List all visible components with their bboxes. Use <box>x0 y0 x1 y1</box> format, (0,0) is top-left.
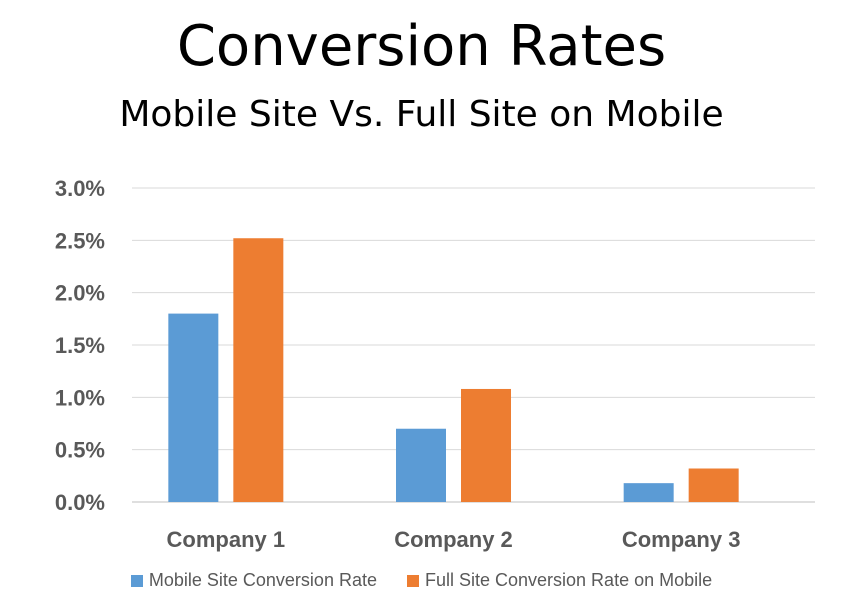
chart-subtitle: Mobile Site Vs. Full Site on Mobile <box>119 94 724 135</box>
bar-full-site <box>461 388 511 502</box>
bar-mobile-site <box>396 428 446 502</box>
legend-label-full-site: Full Site Conversion Rate on Mobile <box>424 570 713 590</box>
y-tick-label: 1.0% <box>55 385 105 410</box>
y-tick-label: 0.5% <box>55 438 105 463</box>
x-category-label: Company 1 <box>167 527 286 552</box>
y-tick-label: 2.5% <box>55 228 105 253</box>
y-tick-label: 3.0% <box>55 176 105 201</box>
bar-mobile-site <box>168 313 219 502</box>
y-tick-label: 2.0% <box>55 281 105 306</box>
legend: Mobile Site Conversion Rate Full Site Co… <box>0 570 843 591</box>
chart-title: Conversion Rates <box>176 14 667 79</box>
legend-item-full-site: Full Site Conversion Rate on Mobile <box>406 570 713 591</box>
legend-swatch-full-site <box>406 574 419 587</box>
x-category-label: Company 2 <box>394 527 513 552</box>
bar-mobile-site <box>623 483 674 502</box>
legend-label-mobile-site: Mobile Site Conversion Rate <box>148 570 377 590</box>
legend-item-mobile-site: Mobile Site Conversion Rate <box>130 570 377 591</box>
x-category-label: Company 3 <box>622 527 741 552</box>
legend-swatch-mobile-site <box>130 574 143 587</box>
y-tick-label: 0.0% <box>55 490 105 515</box>
bar-full-site <box>688 468 739 502</box>
bar-full-site <box>233 238 284 503</box>
y-tick-label: 1.5% <box>55 333 105 358</box>
